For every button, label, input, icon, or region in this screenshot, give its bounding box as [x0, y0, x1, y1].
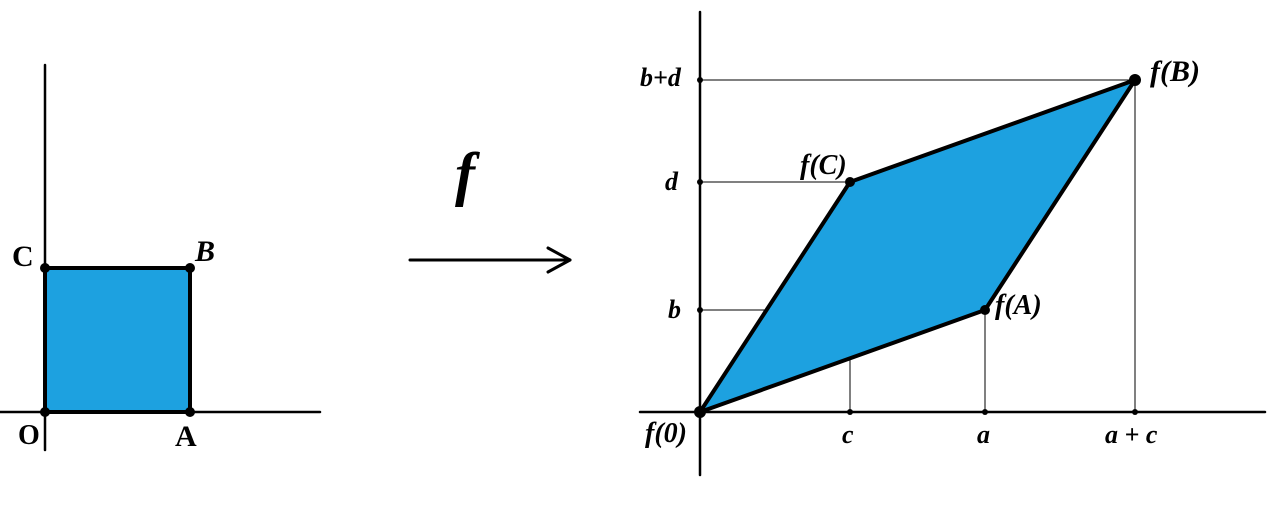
- ytick-bd: b+d: [640, 63, 681, 93]
- label-A: A: [175, 420, 197, 454]
- xtick-c: c: [842, 420, 854, 450]
- label-B: B: [195, 235, 215, 269]
- ytick-b: b: [668, 295, 681, 325]
- label-fA: f(A): [995, 290, 1042, 322]
- xtick-a: a: [977, 420, 990, 450]
- ytick-d: d: [665, 167, 678, 197]
- label-fC: f(C): [800, 150, 847, 182]
- label-fO: f(0): [645, 418, 687, 450]
- label-O: O: [18, 420, 40, 452]
- label-C: C: [12, 240, 34, 274]
- label-fB: f(B): [1150, 55, 1200, 89]
- xtick-ac: a + c: [1105, 420, 1157, 450]
- map-symbol: f: [455, 140, 475, 209]
